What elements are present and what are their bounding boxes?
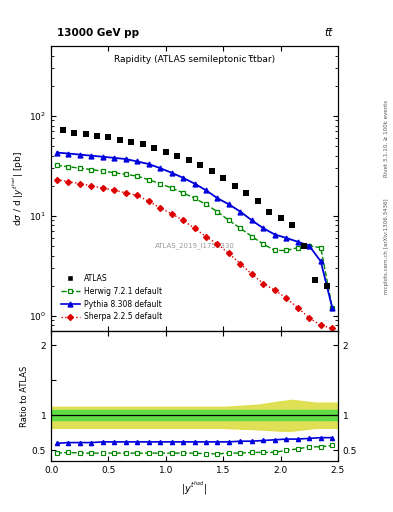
Point bbox=[117, 136, 123, 144]
Point bbox=[277, 214, 284, 222]
Point bbox=[151, 144, 158, 152]
Point bbox=[312, 275, 318, 284]
Legend: ATLAS, Herwig 7.2.1 default, Pythia 8.308 default, Sherpa 2.2.5 default: ATLAS, Herwig 7.2.1 default, Pythia 8.30… bbox=[58, 271, 165, 325]
Point bbox=[174, 152, 180, 160]
Point bbox=[83, 130, 89, 138]
Point bbox=[94, 132, 100, 140]
Point bbox=[323, 282, 330, 290]
Point bbox=[59, 126, 66, 134]
Text: Rapidity (ATLAS semileptonic t̅tbar): Rapidity (ATLAS semileptonic t̅tbar) bbox=[114, 55, 275, 63]
Text: ATLAS_2019_I1750330: ATLAS_2019_I1750330 bbox=[154, 242, 235, 249]
Point bbox=[231, 182, 238, 190]
Point bbox=[266, 207, 272, 216]
Text: Rivet 3.1.10, ≥ 100k events: Rivet 3.1.10, ≥ 100k events bbox=[384, 100, 389, 177]
Text: 13000 GeV pp: 13000 GeV pp bbox=[57, 28, 139, 37]
Point bbox=[71, 129, 77, 137]
Point bbox=[163, 147, 169, 156]
Point bbox=[128, 138, 134, 146]
Point bbox=[105, 133, 112, 141]
Point bbox=[243, 189, 249, 197]
Y-axis label: d$\sigma$ / d $|y^{t^{had}}|$ [pb]: d$\sigma$ / d $|y^{t^{had}}|$ [pb] bbox=[11, 151, 26, 226]
Point bbox=[140, 140, 146, 148]
Point bbox=[289, 221, 295, 229]
Y-axis label: Ratio to ATLAS: Ratio to ATLAS bbox=[20, 366, 29, 426]
Point bbox=[300, 242, 307, 250]
Point bbox=[209, 167, 215, 175]
Point bbox=[255, 197, 261, 205]
Point bbox=[185, 156, 192, 164]
Point bbox=[197, 161, 204, 169]
Point bbox=[220, 174, 226, 182]
X-axis label: $|y^{t^{had}}|$: $|y^{t^{had}}|$ bbox=[182, 480, 208, 498]
Text: mcplots.cern.ch [arXiv:1306.3436]: mcplots.cern.ch [arXiv:1306.3436] bbox=[384, 198, 389, 293]
Text: tt̅: tt̅ bbox=[324, 28, 332, 37]
